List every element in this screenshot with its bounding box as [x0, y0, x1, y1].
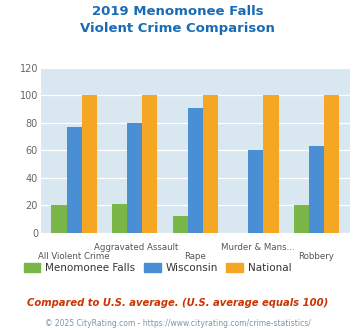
Text: Rape: Rape: [184, 252, 206, 261]
Bar: [263, 95, 279, 233]
Bar: [248, 150, 263, 233]
Text: Robbery: Robbery: [299, 252, 334, 261]
Text: 2019 Menomonee Falls
Violent Crime Comparison: 2019 Menomonee Falls Violent Crime Compa…: [80, 5, 275, 35]
Text: Aggravated Assault: Aggravated Assault: [94, 243, 179, 251]
Bar: [294, 205, 309, 233]
Bar: [188, 108, 203, 233]
Text: All Violent Crime: All Violent Crime: [38, 252, 110, 261]
Bar: [324, 95, 339, 233]
Legend: Menomonee Falls, Wisconsin, National: Menomonee Falls, Wisconsin, National: [20, 258, 296, 277]
Bar: [127, 123, 142, 233]
Bar: [67, 127, 82, 233]
Bar: [309, 146, 324, 233]
Bar: [142, 95, 157, 233]
Text: Murder & Mans...: Murder & Mans...: [221, 243, 294, 251]
Bar: [173, 216, 188, 233]
Bar: [51, 205, 67, 233]
Bar: [203, 95, 218, 233]
Text: © 2025 CityRating.com - https://www.cityrating.com/crime-statistics/: © 2025 CityRating.com - https://www.city…: [45, 319, 310, 328]
Text: Compared to U.S. average. (U.S. average equals 100): Compared to U.S. average. (U.S. average …: [27, 298, 328, 308]
Bar: [82, 95, 97, 233]
Bar: [112, 204, 127, 233]
